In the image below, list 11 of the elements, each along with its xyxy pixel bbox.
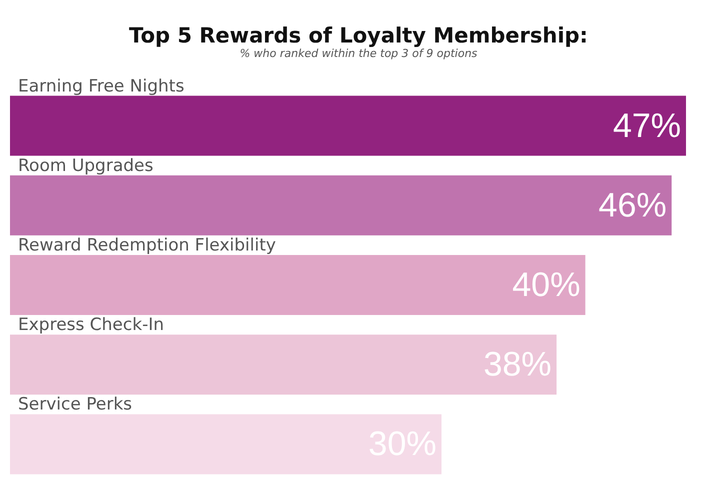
y-tick-label: Service Perks — [18, 394, 132, 415]
chart-subtitle: % who ranked within the top 3 of 9 options — [240, 47, 478, 60]
data-label: 47% — [612, 106, 681, 145]
data-label: 46% — [598, 186, 667, 224]
y-tick-label: Room Upgrades — [18, 156, 154, 176]
y-tick-label: Earning Free Nights — [18, 76, 184, 96]
y-tick-label: Express Check-In — [18, 315, 164, 336]
chart-title: Top 5 Rewards of Loyalty Membership: — [129, 24, 588, 48]
data-label: 40% — [512, 266, 580, 304]
y-tick-label: Reward Redemption Flexibility — [18, 236, 276, 256]
data-label: 38% — [483, 346, 552, 384]
